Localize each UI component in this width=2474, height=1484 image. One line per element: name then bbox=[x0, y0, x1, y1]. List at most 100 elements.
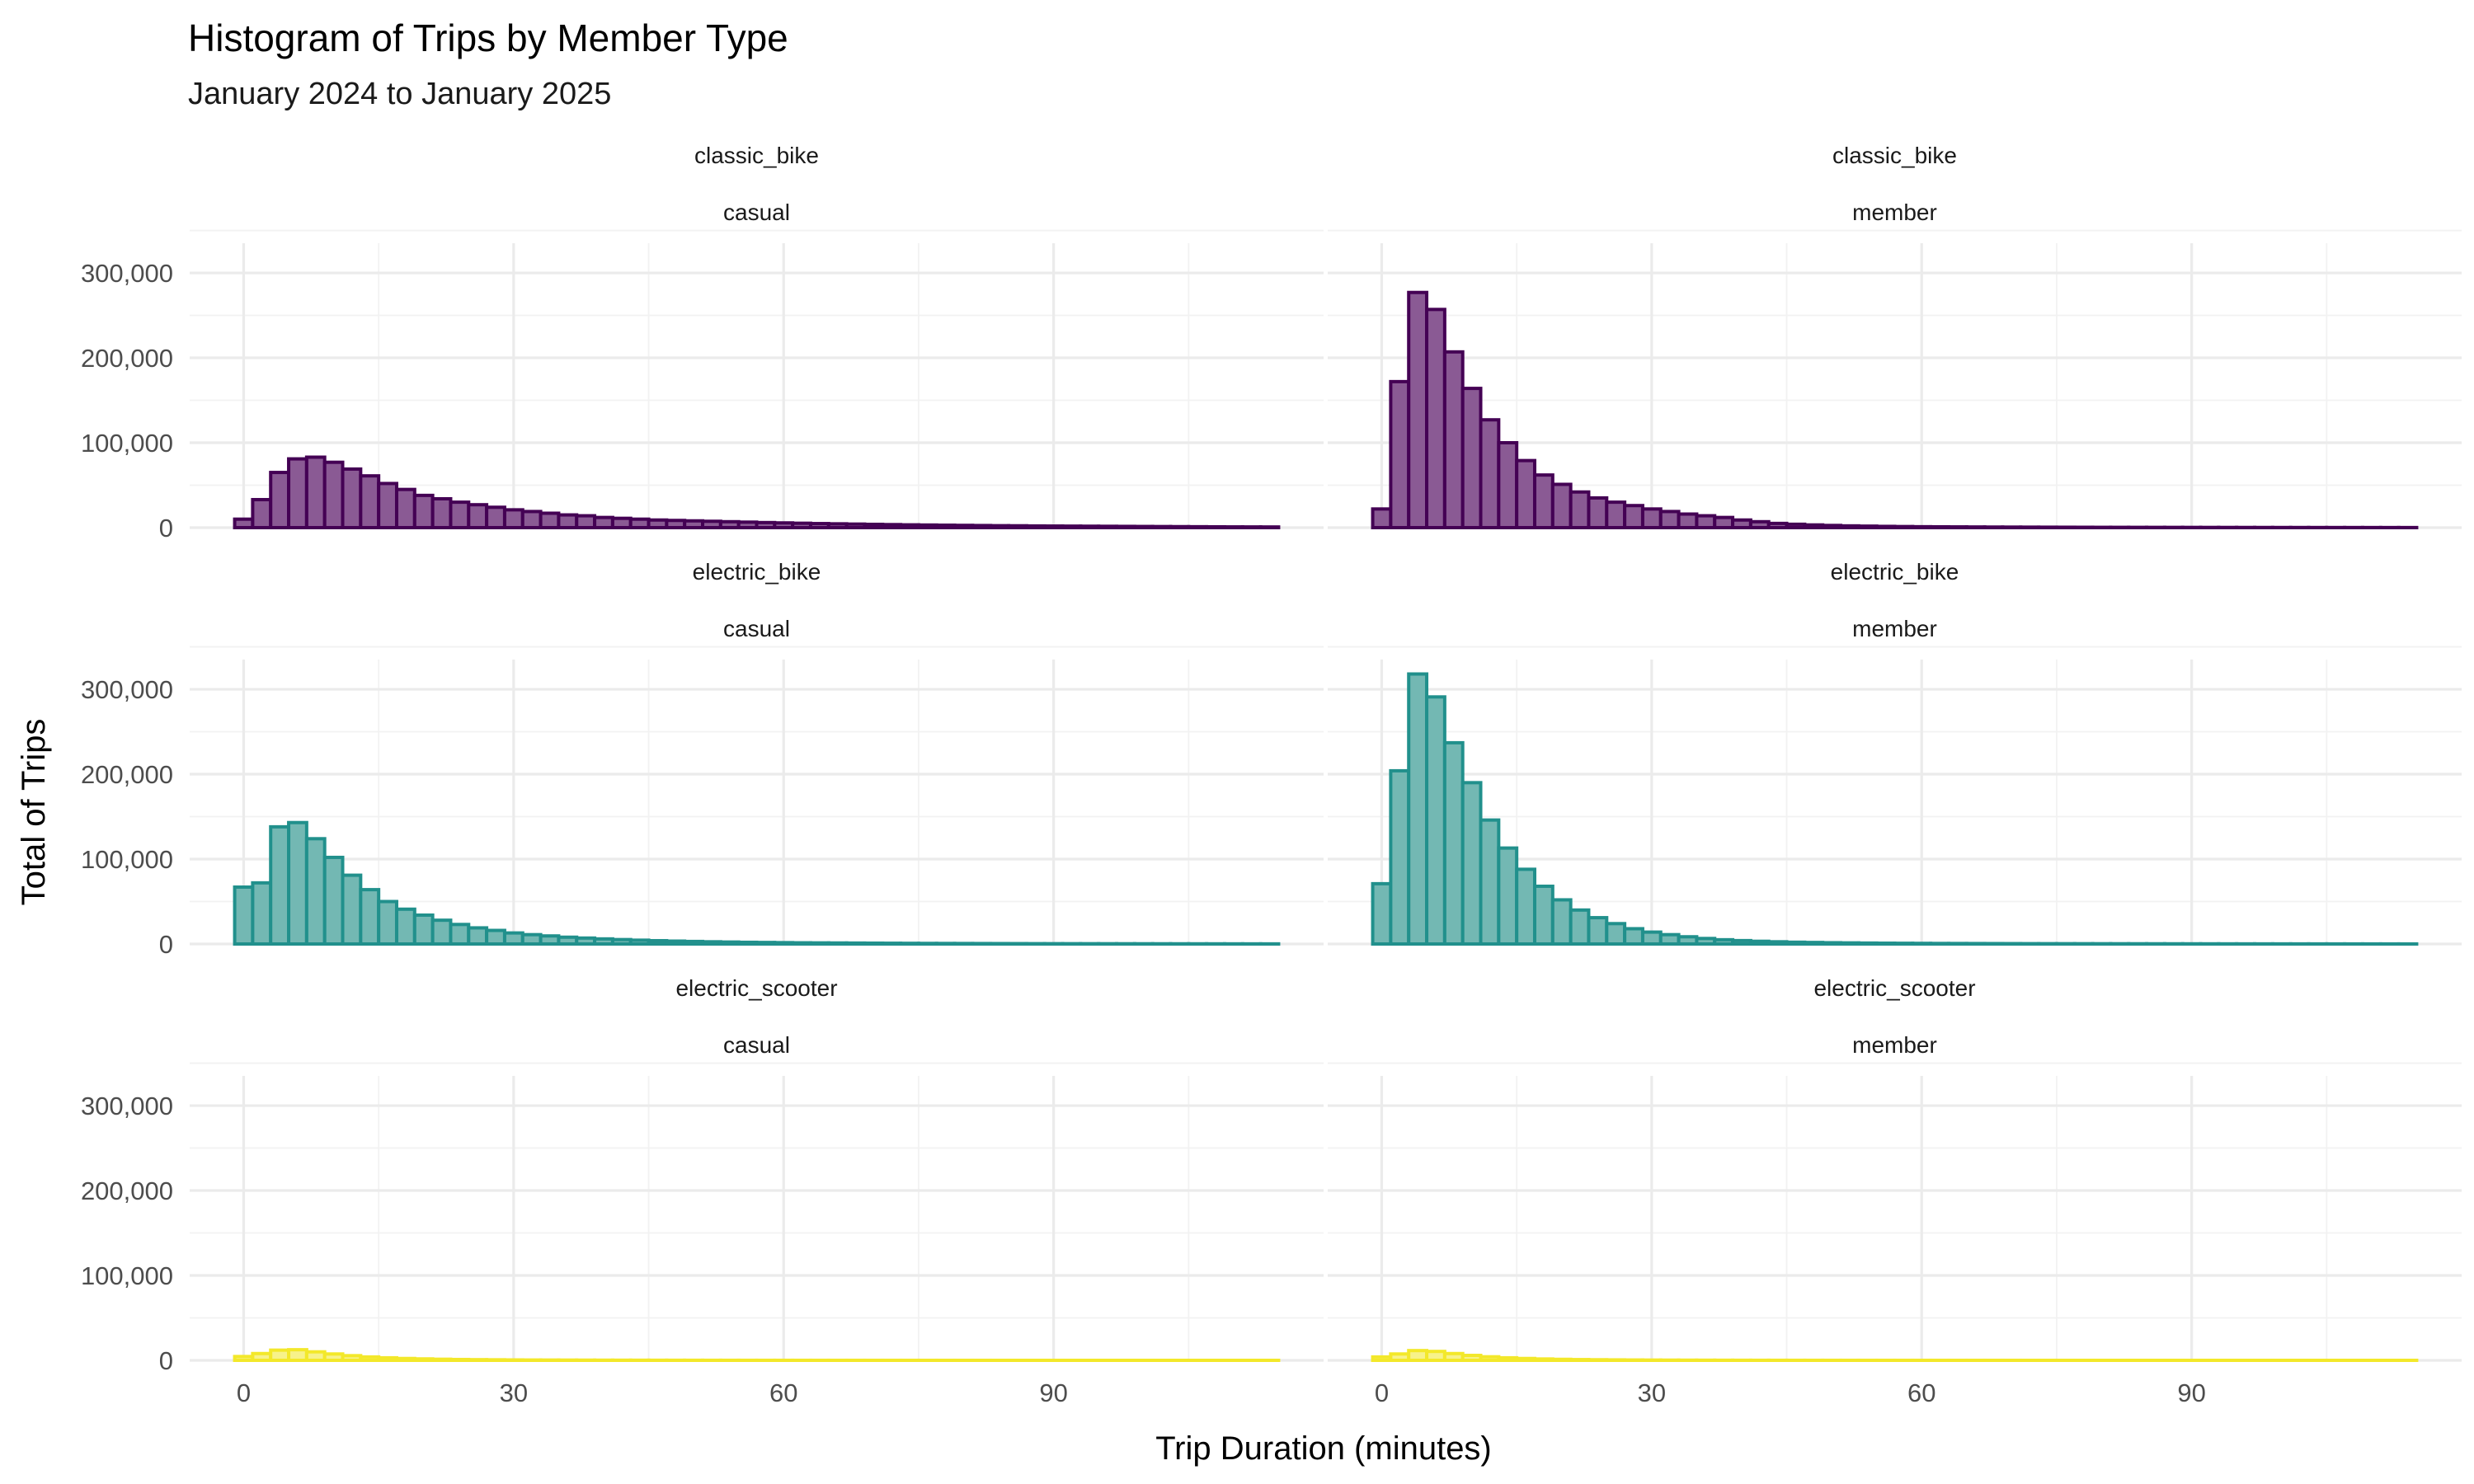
histogram-bar bbox=[1132, 524, 1155, 530]
histogram-bar bbox=[1605, 922, 1627, 946]
histogram-bar bbox=[593, 515, 614, 529]
histogram-bar bbox=[1389, 1352, 1411, 1363]
histogram-bar bbox=[1258, 525, 1281, 530]
histogram-bar bbox=[251, 498, 273, 530]
histogram-bar bbox=[1839, 941, 1860, 946]
histogram-bar bbox=[718, 940, 741, 946]
histogram-bar bbox=[1442, 1351, 1465, 1363]
histogram-bar bbox=[485, 928, 506, 946]
histogram-bar bbox=[1731, 938, 1752, 946]
histogram-bar bbox=[412, 1357, 435, 1363]
y-tick-label: 100,000 bbox=[81, 845, 173, 874]
histogram-bar bbox=[1550, 482, 1573, 529]
x-tick-label: 30 bbox=[500, 1378, 528, 1407]
histogram-bar bbox=[1460, 781, 1483, 946]
histogram-bar bbox=[1007, 524, 1028, 529]
histogram-bar bbox=[502, 931, 524, 946]
histogram-bar bbox=[934, 942, 957, 946]
facet-electric_scooter-casual: electric_scootercasual0100,000200,000300… bbox=[81, 975, 1324, 1407]
y-tick-label: 300,000 bbox=[81, 675, 173, 704]
x-tick-label: 0 bbox=[237, 1378, 251, 1407]
histogram-bar bbox=[1964, 942, 1987, 946]
histogram-bar bbox=[1532, 473, 1554, 529]
histogram-bar bbox=[844, 522, 867, 529]
histogram-bar bbox=[1748, 519, 1771, 529]
histogram-bar bbox=[304, 455, 327, 530]
chart-title: Histogram of Trips by Member Type bbox=[188, 16, 788, 59]
histogram-bar bbox=[971, 942, 993, 946]
histogram-bar bbox=[1407, 1349, 1429, 1363]
histogram-bar bbox=[341, 1354, 363, 1362]
histogram-bar bbox=[1658, 510, 1681, 530]
histogram-bar bbox=[736, 520, 759, 529]
histogram-bar bbox=[1929, 524, 1950, 530]
histogram-bar bbox=[899, 523, 920, 530]
histogram-bar bbox=[1803, 523, 1825, 529]
histogram-bar bbox=[1911, 942, 1933, 946]
histogram-bar bbox=[1425, 1350, 1446, 1362]
histogram-bar bbox=[1623, 927, 1644, 946]
histogram-bar bbox=[1024, 524, 1047, 530]
histogram-bar bbox=[934, 524, 957, 529]
histogram-bar bbox=[916, 523, 938, 529]
histogram-bar bbox=[1371, 881, 1393, 946]
histogram-bar bbox=[1911, 524, 1933, 530]
histogram-bar bbox=[1929, 942, 1950, 946]
histogram-bar bbox=[1479, 818, 1501, 946]
strip-label-rideable-type: classic_bike bbox=[1832, 143, 1957, 168]
strip-label-member-type: casual bbox=[723, 616, 790, 641]
histogram-bar bbox=[881, 523, 903, 530]
histogram-bar bbox=[520, 510, 543, 530]
histogram-bar bbox=[377, 481, 398, 529]
histogram-bar bbox=[341, 873, 363, 946]
histogram-bar bbox=[863, 522, 885, 529]
y-tick-label: 200,000 bbox=[81, 760, 173, 789]
histogram-bar bbox=[1785, 940, 1807, 946]
histogram-bar bbox=[394, 487, 416, 530]
histogram-bar bbox=[808, 941, 830, 946]
histogram-bar bbox=[430, 496, 453, 529]
histogram-bar bbox=[575, 936, 597, 946]
histogram-bar bbox=[467, 926, 489, 946]
histogram-bar bbox=[233, 885, 255, 946]
histogram-bar bbox=[1587, 495, 1609, 529]
x-tick-label: 60 bbox=[1907, 1378, 1935, 1407]
histogram-bar bbox=[1115, 524, 1136, 529]
strip-label-rideable-type: electric_bike bbox=[693, 559, 821, 585]
histogram-bar bbox=[1097, 524, 1119, 529]
histogram-bar bbox=[1460, 387, 1483, 530]
histogram-bar bbox=[1442, 740, 1465, 946]
histogram-bar bbox=[412, 913, 435, 946]
histogram-bar bbox=[2054, 525, 2077, 529]
strip-label-member-type: member bbox=[1852, 200, 1937, 225]
histogram-bar bbox=[1982, 942, 2005, 946]
histogram-bar bbox=[1205, 524, 1226, 530]
histogram-bar bbox=[863, 941, 885, 946]
histogram-bar bbox=[304, 1350, 327, 1363]
histogram-bar bbox=[1946, 525, 1968, 529]
histogram-bar bbox=[251, 881, 273, 946]
histogram-bar bbox=[1187, 524, 1209, 530]
histogram-bar bbox=[755, 941, 777, 946]
histogram-bar bbox=[1497, 441, 1519, 530]
histogram-bar bbox=[916, 942, 938, 946]
histogram-bar bbox=[1407, 672, 1429, 946]
histogram-bar bbox=[718, 519, 741, 529]
histogram-bar bbox=[287, 457, 308, 529]
histogram-bar bbox=[1550, 898, 1573, 946]
histogram-bar bbox=[971, 524, 993, 529]
histogram-bar bbox=[2001, 525, 2023, 530]
histogram-bar bbox=[1803, 941, 1825, 946]
strip-label-member-type: member bbox=[1852, 1032, 1937, 1058]
histogram-bar bbox=[1389, 768, 1411, 946]
histogram-bar bbox=[1874, 942, 1897, 946]
histogram-bar bbox=[1371, 1355, 1393, 1363]
histogram-bar bbox=[520, 932, 543, 946]
histogram-bar bbox=[736, 940, 759, 946]
histogram-bar bbox=[430, 918, 453, 946]
histogram-bar bbox=[1515, 867, 1536, 946]
histogram-bar bbox=[1695, 514, 1717, 530]
